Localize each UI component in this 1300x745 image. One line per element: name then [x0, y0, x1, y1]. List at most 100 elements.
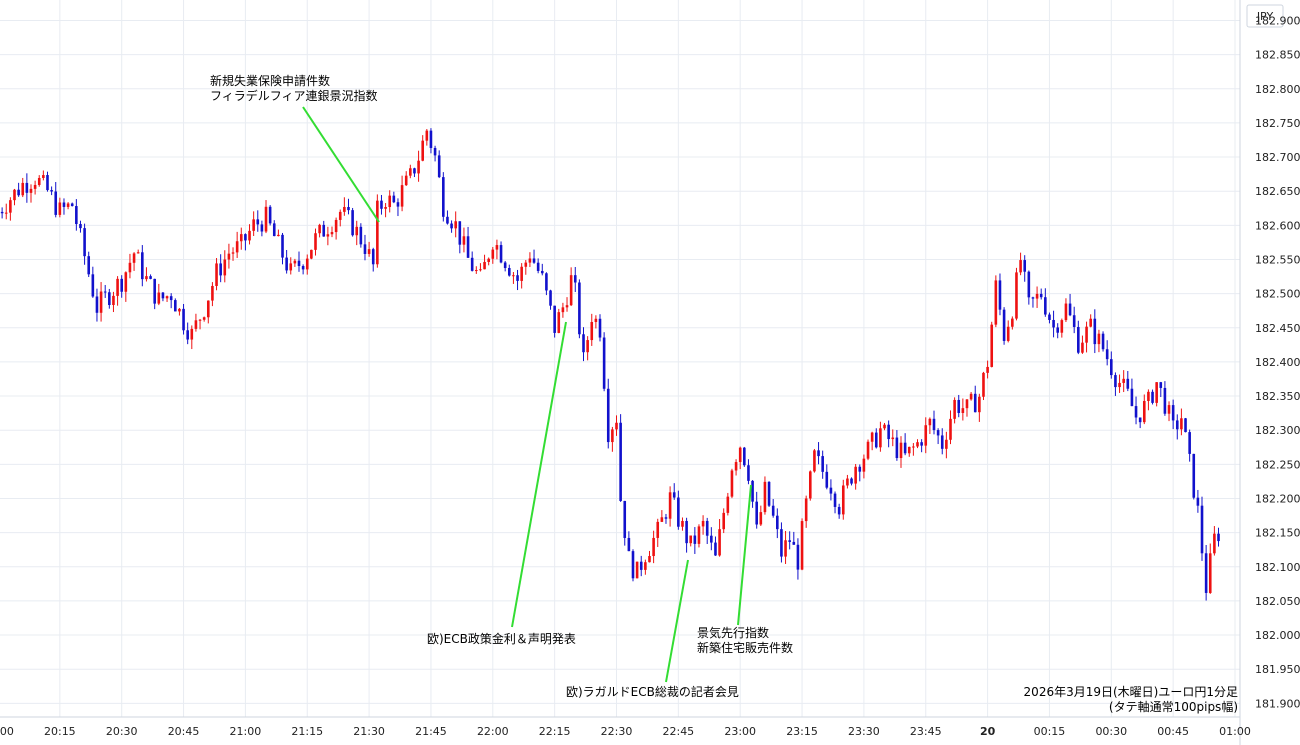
candle-body	[202, 317, 206, 320]
candle-body	[343, 206, 346, 212]
candle-body	[738, 447, 742, 463]
candle-body	[1060, 320, 1064, 333]
candle-body	[174, 300, 177, 312]
y-tick-label: 182.900	[1255, 14, 1300, 27]
candle-body	[615, 422, 618, 430]
candle-body	[561, 307, 565, 313]
candle-body	[631, 551, 635, 579]
candle-body	[289, 263, 293, 271]
candle-body	[594, 318, 598, 323]
time-axis: 20:00 20:15 20:30 20:45 21:00 21:15 21:30 21:45…	[0, 716, 1251, 738]
candle-body	[396, 202, 400, 207]
candle-body	[458, 221, 462, 245]
candle-body	[219, 263, 222, 276]
y-tick-label: 182.800	[1255, 83, 1300, 96]
chart-title-line2: (タテ軸通常100pips幅)	[1109, 699, 1238, 714]
candle-body	[540, 270, 544, 274]
y-tick-label: 182.550	[1255, 253, 1300, 266]
candle-body	[314, 233, 317, 250]
callout-line	[302, 106, 380, 223]
candle-body	[305, 258, 309, 270]
x-tick-label: 20:00	[0, 725, 14, 738]
candle-body	[1019, 260, 1022, 273]
currency-badge-label: JPY	[1256, 10, 1274, 23]
candle-body	[1134, 406, 1138, 418]
candle-body	[1052, 319, 1055, 328]
x-tick-label: 22:15	[539, 725, 571, 738]
candle-body	[1204, 553, 1208, 593]
candle-body	[858, 466, 862, 472]
candle-body	[957, 399, 961, 413]
annotation-label: 欧)ECB政策金利＆声明発表	[427, 631, 576, 646]
candle-body	[965, 399, 969, 409]
callouts	[302, 106, 752, 683]
x-tick-label: 21:15	[291, 725, 323, 738]
candle-body	[400, 185, 404, 207]
candle-body	[437, 155, 441, 178]
candle-body	[743, 447, 746, 466]
x-tick-label: 22:00	[477, 725, 509, 738]
y-tick-label: 182.200	[1255, 492, 1300, 505]
candle-body	[1167, 405, 1171, 414]
x-tick-label: 21:30	[353, 725, 385, 738]
candle-body	[103, 291, 107, 293]
candle-body	[672, 492, 676, 498]
candle-body	[1159, 382, 1163, 388]
candle-body	[817, 450, 820, 457]
x-tick-label: 00:15	[1034, 725, 1066, 738]
candle-body	[132, 253, 136, 263]
candle-body	[487, 258, 490, 262]
candle-body	[252, 219, 255, 231]
candle-body	[182, 308, 185, 331]
candle-body	[194, 320, 198, 329]
x-tick-label: 20:15	[44, 725, 76, 738]
candle-body	[953, 399, 956, 419]
candle-body	[1085, 326, 1088, 343]
candle-body	[256, 219, 260, 225]
candle-body	[821, 456, 824, 472]
annotation-label: 景気先行指数	[697, 625, 769, 640]
candle-body	[565, 305, 569, 308]
candle-body	[363, 244, 367, 254]
candle-body	[425, 130, 429, 141]
candle-body	[355, 226, 359, 236]
labels: 新規失業保険申請件数フィラデルフィア連銀景況指数欧)ECB政策金利＆声明発表欧)…	[210, 73, 1238, 714]
candle-body	[573, 275, 577, 283]
candle-body	[268, 206, 272, 224]
candle-body	[829, 487, 833, 494]
candle-body	[1180, 418, 1183, 430]
y-tick-label: 181.950	[1255, 663, 1300, 676]
candle-body	[1122, 378, 1125, 383]
x-tick-label: 23:15	[786, 725, 818, 738]
candle-body	[62, 202, 66, 207]
candle-body	[903, 442, 907, 454]
candle-body	[833, 493, 837, 507]
candle-body	[178, 308, 181, 312]
candle-body	[446, 216, 449, 224]
candle-body	[932, 418, 936, 431]
candle-body	[13, 189, 16, 201]
candle-body	[619, 422, 622, 501]
candle-body	[792, 541, 796, 545]
candle-body	[660, 517, 664, 522]
candle-body	[466, 236, 470, 258]
candle-body	[190, 328, 194, 340]
candle-body	[285, 257, 288, 271]
candle-body	[272, 223, 276, 237]
candle-body	[602, 337, 606, 389]
y-tick-label: 182.850	[1255, 49, 1300, 62]
candle-body	[1097, 333, 1101, 345]
y-tick-label: 182.300	[1255, 424, 1300, 437]
candle-body	[718, 529, 721, 556]
candle-body	[780, 529, 783, 557]
y-tick-label: 182.700	[1255, 151, 1300, 164]
candle-body	[161, 292, 165, 299]
candle-body	[837, 506, 841, 515]
candle-body	[1002, 309, 1006, 341]
x-tick-label: 23:00	[724, 725, 756, 738]
candle-body	[582, 334, 585, 353]
candle-body	[223, 259, 227, 276]
x-tick-label: 01:00	[1219, 725, 1251, 738]
candle-body	[79, 224, 82, 229]
candle-body	[310, 249, 313, 259]
